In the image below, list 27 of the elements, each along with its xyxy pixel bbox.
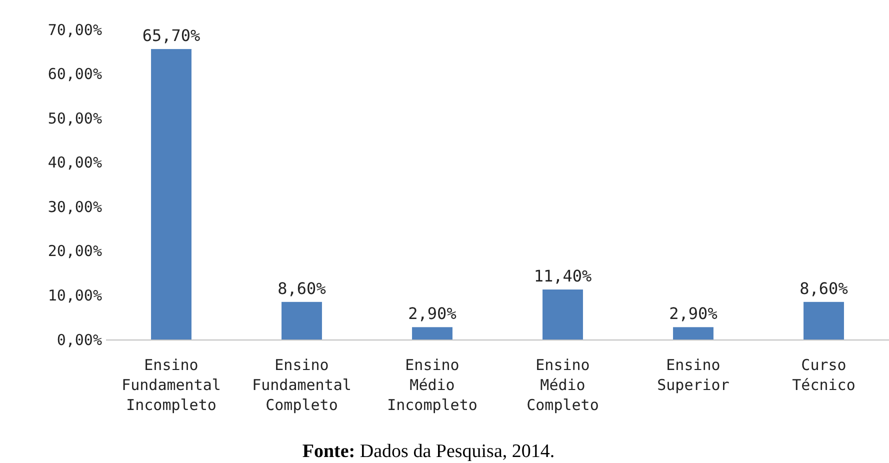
bar: [673, 327, 714, 340]
y-tick-label: 10,00%: [48, 286, 102, 305]
bar: [804, 302, 844, 340]
x-tick-label: Ensino Médio Incompleto: [387, 356, 478, 414]
y-tick-label: 70,00%: [48, 20, 102, 39]
data-label: 2,90%: [669, 304, 718, 324]
y-tick-label: 60,00%: [48, 65, 102, 84]
data-label: 11,40%: [534, 266, 592, 286]
source-note: Fonte: Dados da Pesquisa, 2014.: [302, 441, 555, 462]
y-tick-label: 40,00%: [48, 154, 102, 172]
data-label: 8,60%: [278, 278, 326, 298]
y-tick-label: 0,00%: [56, 330, 102, 349]
x-tick-label: Ensino Superior: [657, 356, 730, 394]
bar: [151, 49, 192, 340]
bar: [542, 290, 583, 340]
x-tick-label: Ensino Fundamental Incompleto: [122, 356, 221, 414]
data-label: 8,60%: [800, 278, 848, 298]
data-label: 2,90%: [408, 304, 457, 324]
bar: [282, 302, 322, 340]
x-tick-label: Ensino Fundamental Completo: [252, 356, 352, 414]
data-label: 65,70%: [142, 26, 201, 46]
y-tick-label: 30,00%: [48, 198, 102, 216]
bar: [412, 327, 452, 340]
y-tick-label: 20,00%: [48, 242, 102, 260]
y-tick-label: 50,00%: [48, 109, 102, 128]
x-tick-label: Curso Técnico: [792, 356, 856, 394]
x-tick-label: Ensino Médio Completo: [526, 356, 599, 414]
